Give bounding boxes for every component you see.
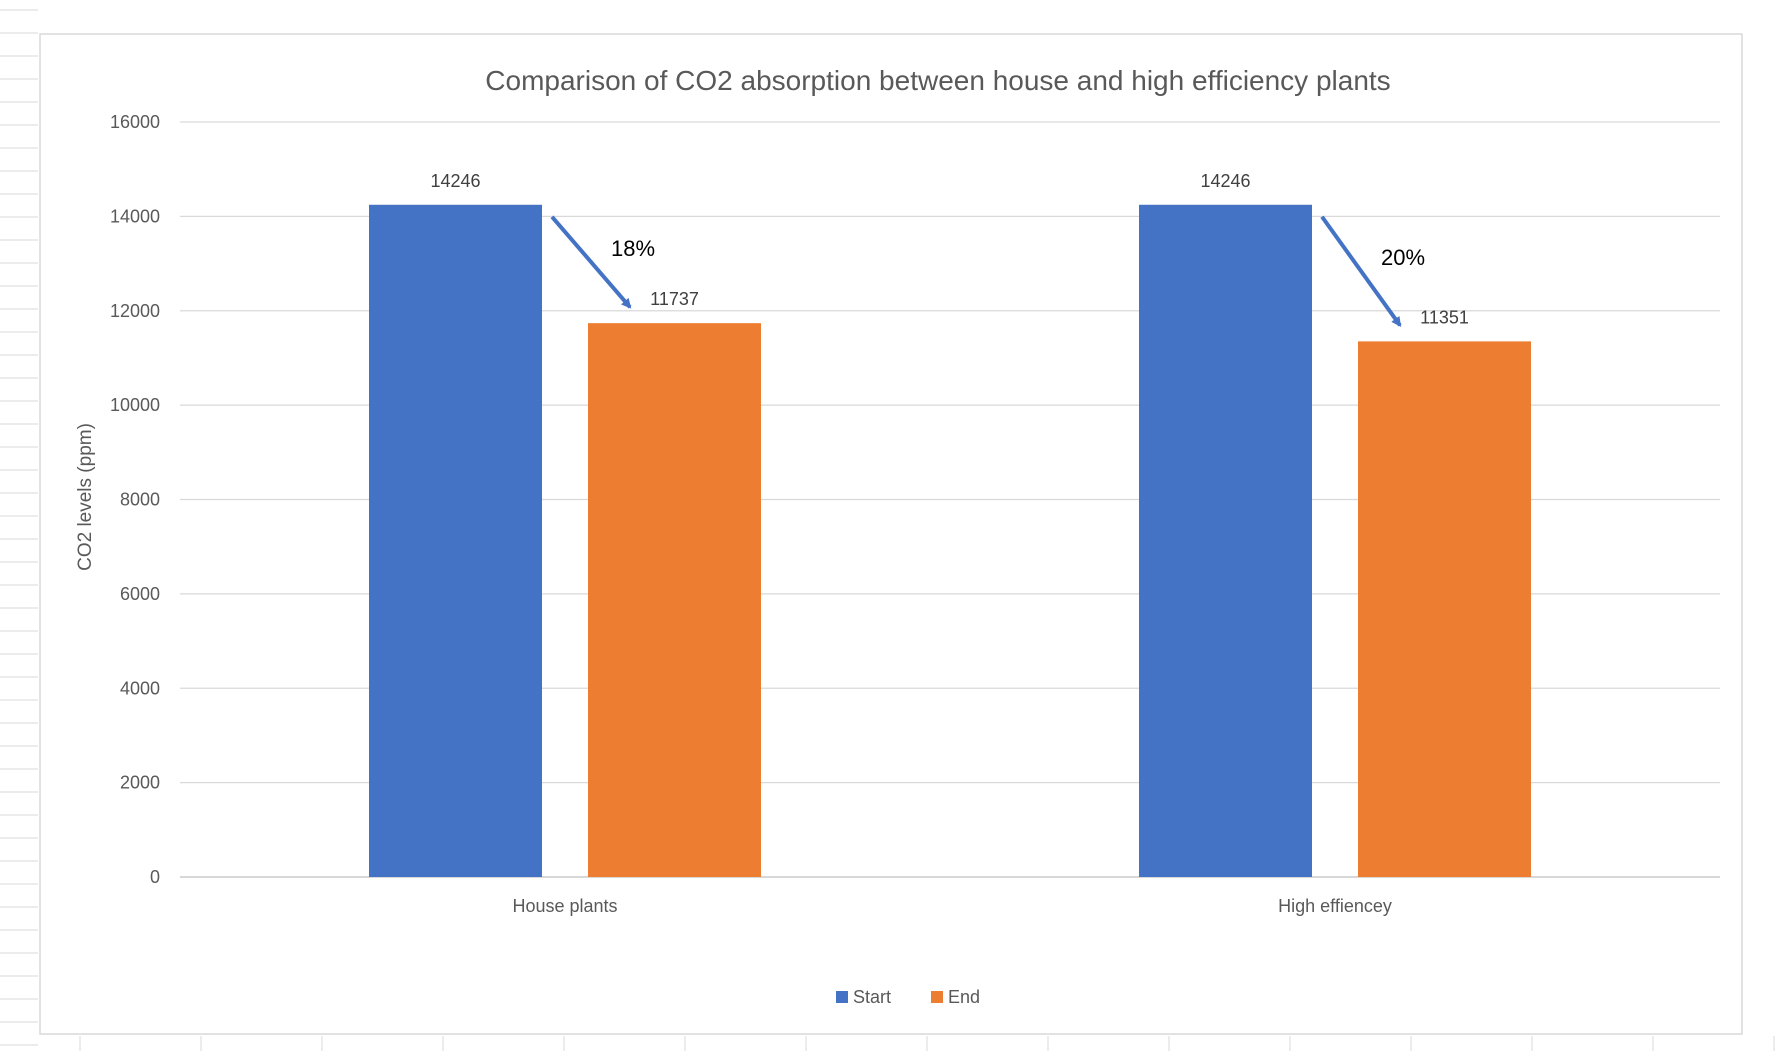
bar-start[interactable] [369, 204, 542, 878]
y-axis-ticks: 0 2000 4000 6000 8000 10000 12000 14000 16000 [110, 112, 160, 887]
change-arrow [1320, 215, 1402, 327]
y-tick-label: 0 [150, 867, 160, 887]
bars [369, 204, 1531, 878]
legend-swatch-end [931, 991, 943, 1003]
percent-change-label: 18% [611, 236, 655, 261]
bar-end[interactable] [1358, 341, 1531, 877]
y-tick-label: 10000 [110, 395, 160, 415]
data-labels: 14246 11737 14246 11351 [430, 171, 1468, 328]
legend-swatch-start [836, 991, 848, 1003]
y-tick-label: 12000 [110, 301, 160, 321]
percent-change-label: 20% [1381, 245, 1425, 270]
data-label: 14246 [1200, 171, 1250, 191]
data-label: 14246 [430, 171, 480, 191]
category-label: High effiencey [1278, 896, 1392, 916]
spreadsheet-background [0, 9, 1775, 1051]
category-label: House plants [512, 896, 617, 916]
y-tick-label: 6000 [120, 584, 160, 604]
y-tick-label: 16000 [110, 112, 160, 132]
bar-end[interactable] [588, 323, 761, 878]
legend-label-start: Start [853, 987, 891, 1007]
y-tick-label: 14000 [110, 206, 160, 226]
y-axis-title: CO2 levels (ppm) [75, 423, 96, 571]
bar-start[interactable] [1139, 204, 1312, 878]
x-axis-categories: House plants High effiencey [512, 896, 1391, 916]
change-arrow [550, 215, 632, 309]
y-tick-label: 4000 [120, 678, 160, 698]
legend-label-end: End [948, 987, 980, 1007]
data-label: 11351 [1420, 307, 1469, 327]
y-tick-label: 8000 [120, 490, 160, 510]
legend[interactable]: Start End [836, 987, 980, 1007]
chart-title: Comparison of CO2 absorption between hou… [485, 65, 1390, 96]
y-tick-label: 2000 [120, 773, 160, 793]
data-label: 11737 [650, 289, 699, 309]
annotations: 18% 20% [550, 215, 1425, 327]
